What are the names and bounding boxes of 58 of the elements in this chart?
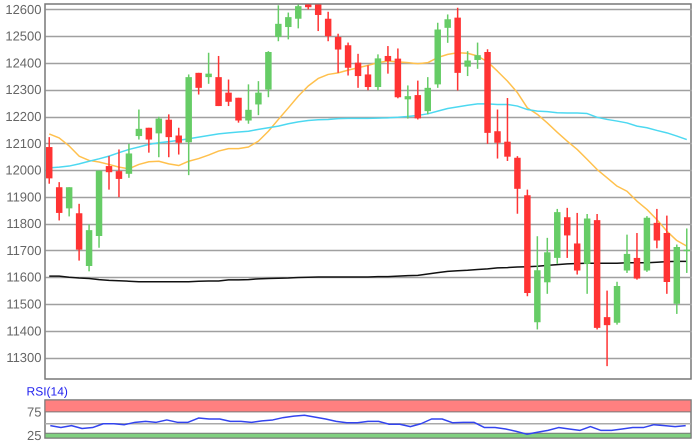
y-tick-label: 11900 (6, 189, 42, 204)
candlestick (255, 80, 262, 116)
y-tick-label: 12000 (5, 162, 42, 178)
y-tick-label: 11500 (6, 296, 42, 312)
candlestick (146, 127, 152, 154)
y-tick-label: 12500 (5, 28, 42, 44)
candlestick (634, 232, 640, 280)
candlestick (235, 97, 242, 124)
candlestick (564, 207, 570, 259)
candlestick (504, 97, 511, 162)
candlestick (494, 108, 501, 160)
line-series (50, 414, 686, 435)
candlestick (295, 4, 302, 30)
line-series (48, 52, 688, 247)
candlestick (156, 116, 162, 158)
y-tick-label: 11800 (6, 216, 42, 232)
y-tick-label: 11400 (6, 323, 42, 338)
candlestick (404, 84, 412, 120)
y-tick-label: 12200 (5, 109, 42, 124)
candlestick (126, 143, 132, 179)
candlestick (424, 76, 432, 116)
candlestick (66, 186, 72, 218)
candlestick (324, 11, 332, 42)
candlestick (334, 32, 342, 74)
y-tick-label: 11700 (6, 242, 42, 258)
candlestick (344, 42, 352, 76)
candlestick (106, 155, 112, 190)
candlestick (354, 53, 362, 89)
candlestick (414, 80, 422, 120)
y-tick-label: 25 (27, 428, 42, 441)
candlestick (285, 12, 292, 40)
candlestick (195, 72, 202, 96)
candlestick (116, 148, 122, 198)
candlestick (654, 208, 660, 250)
candlestick (275, 4, 282, 42)
candlestick (245, 84, 252, 124)
chart-title: RSI(14) (26, 384, 68, 398)
candlestick (624, 234, 630, 274)
y-tick-label: 12100 (5, 136, 42, 151)
candlestick (136, 108, 142, 140)
candlestick (205, 52, 212, 85)
candlestick (474, 42, 481, 70)
candlestick (314, 4, 322, 32)
candlestick (364, 64, 372, 91)
candlestick (444, 14, 451, 44)
y-tick-label: 11600 (6, 270, 42, 285)
y-tick-label: 12400 (5, 55, 42, 70)
y-tick-label: 12300 (5, 82, 42, 98)
candlestick (166, 114, 172, 158)
y-tick-label: 12600 (5, 2, 42, 17)
candlestick (604, 290, 610, 367)
candlestick (464, 50, 471, 77)
candlestick (684, 228, 690, 274)
candlestick (384, 45, 392, 74)
candlestick (175, 127, 182, 156)
y-tick-label: 11300 (6, 350, 42, 366)
y-tick-label: 75 (27, 404, 42, 420)
candlestick (225, 78, 232, 107)
